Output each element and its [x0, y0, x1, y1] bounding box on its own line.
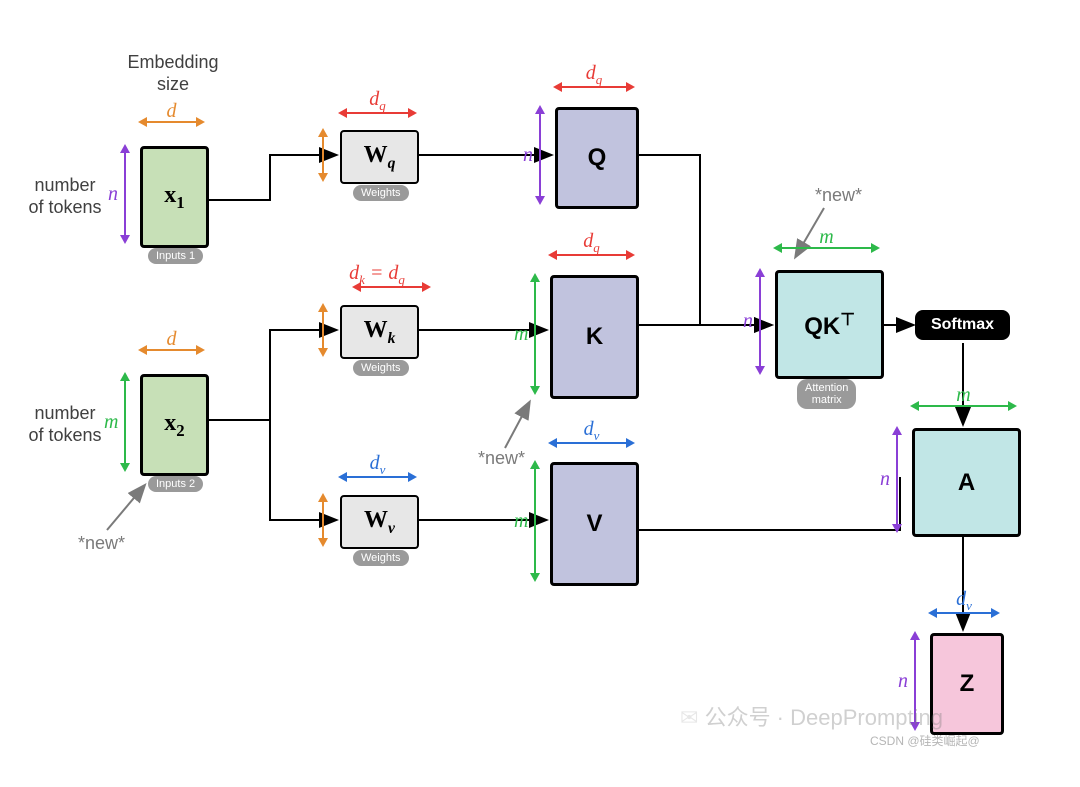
node-Wq: Wq — [340, 130, 419, 184]
watermark: ✉ 公众号 · DeepPrompting — [680, 700, 943, 732]
dim-dk-Wk: dk = dq — [312, 262, 442, 288]
dim-m-A: m — [912, 384, 1015, 407]
dim-n-QKT: n — [743, 270, 761, 373]
node-A: A — [912, 428, 1021, 537]
node-V: V — [550, 462, 639, 586]
node-QKT: QK⊤ — [775, 270, 884, 379]
dim-n-A: n — [880, 428, 898, 531]
dim-short-Wv — [322, 495, 324, 545]
node-Q: Q — [555, 107, 639, 209]
dim-m-K: m — [514, 275, 536, 393]
dim-dq-K: dq — [550, 230, 633, 256]
note-new-QKT: *new* — [815, 185, 862, 206]
label-embedding-size: Embedding size — [118, 52, 228, 95]
dim-short-Wq — [322, 130, 324, 180]
badge-weights-k: Weights — [353, 360, 409, 376]
badge-attn: Attention matrix — [797, 379, 856, 409]
node-x2: x2 — [140, 374, 209, 476]
node-softmax: Softmax — [915, 310, 1010, 340]
note-new-x2: *new* — [78, 533, 125, 554]
dim-m-QKT: m — [775, 226, 878, 249]
dim-dq-Q: dq — [555, 62, 633, 88]
dim-dq-Wq: dq — [340, 88, 415, 114]
node-x1: x1 — [140, 146, 209, 248]
badge-inputs1: Inputs 1 — [148, 248, 203, 264]
dim-dv-V: dv — [550, 418, 633, 444]
dim-d-x1: d — [140, 100, 203, 123]
badge-weights-q: Weights — [353, 185, 409, 201]
dim-d-x2: d — [140, 328, 203, 351]
dim-n-x1: n — [108, 146, 126, 242]
node-K: K — [550, 275, 639, 399]
badge-inputs2: Inputs 2 — [148, 476, 203, 492]
dim-dv-Wv: dv — [340, 452, 415, 478]
dim-short-Wk — [322, 305, 324, 355]
node-Wk: Wk — [340, 305, 419, 359]
badge-weights-v: Weights — [353, 550, 409, 566]
dim-n-Q: n — [523, 107, 541, 203]
node-Wv: Wv — [340, 495, 419, 549]
dim-m-x2: m — [104, 374, 126, 470]
label-numtokens-2: number of tokens — [25, 403, 105, 446]
dim-dv-Z: dv — [930, 588, 998, 614]
label-numtokens-1: number of tokens — [25, 175, 105, 218]
watermark-small: CSDN @硅类崛起@ — [870, 732, 980, 749]
dim-m-V: m — [514, 462, 536, 580]
